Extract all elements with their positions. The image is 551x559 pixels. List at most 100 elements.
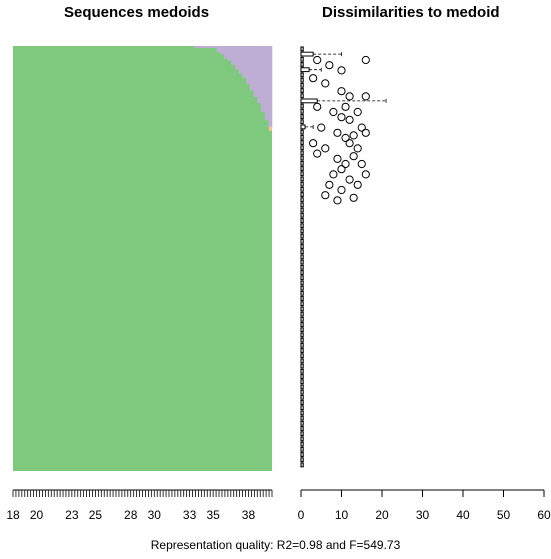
left-x-tick-label: 23 — [65, 508, 79, 522]
state-band-purple — [249, 46, 254, 91]
state-band-purple — [260, 46, 265, 112]
outlier-point — [325, 180, 334, 189]
dissimilarity-box — [300, 56, 304, 62]
outlier-point — [309, 139, 318, 148]
left-x-tick-label: 35 — [206, 508, 220, 522]
dissimilarity-box — [300, 108, 304, 114]
dissimilarity-box — [300, 358, 304, 364]
outlier-point — [349, 131, 358, 140]
dissimilarity-box — [300, 238, 304, 244]
outlier-point — [313, 102, 322, 111]
dissimilarity-box — [300, 114, 304, 119]
dissimilarity-box — [300, 207, 304, 213]
state-band-purple — [257, 46, 262, 104]
state-band-purple — [246, 46, 251, 85]
outlier-point — [337, 185, 346, 195]
outlier-point — [341, 102, 350, 111]
outlier-point — [333, 196, 342, 205]
dissimilarity-box — [300, 400, 304, 405]
dissimilarity-box — [300, 337, 304, 343]
right-x-tick-label: 40 — [456, 508, 470, 522]
dissimilarity-box — [300, 420, 304, 426]
outlier-point — [321, 79, 330, 88]
dissimilarity-box — [300, 384, 304, 390]
dissimilarity-box — [300, 446, 304, 452]
dissimilarity-box — [300, 249, 304, 255]
dissimilarity-box — [300, 301, 304, 307]
right-panel-title: Dissimilarities to medoid — [322, 4, 500, 21]
representation-quality-caption: Representation quality: R2=0.98 and F=54… — [150, 538, 401, 552]
state-band-purple — [223, 46, 228, 59]
outlier-point — [349, 193, 358, 202]
dissimilarity-box-wide — [300, 67, 310, 73]
dissimilarity-box — [300, 223, 304, 229]
state-band-purple — [212, 46, 217, 48]
dissimilarity-box — [300, 150, 304, 156]
outlier-point — [361, 92, 370, 101]
outlier-point — [353, 180, 362, 189]
outlier-point — [321, 144, 330, 153]
dissimilarity-box — [300, 348, 304, 353]
left-x-tick-label: 25 — [89, 508, 103, 522]
outlier-point — [345, 139, 354, 148]
dissimilarity-box — [300, 394, 304, 400]
state-band-purple — [216, 46, 221, 53]
dissimilarity-box — [300, 197, 304, 203]
outlier-point — [337, 87, 346, 96]
outlier-point — [337, 66, 346, 75]
state-band-purple — [198, 46, 202, 48]
state-band-purple — [238, 46, 243, 74]
right-x-tick-label: 60 — [537, 508, 551, 522]
outlier-point — [353, 107, 362, 117]
dissimilarity-box — [300, 186, 304, 192]
dissimilarity-box — [300, 171, 304, 177]
dissimilarity-box — [300, 93, 304, 99]
outlier-point — [333, 154, 342, 163]
dissimilarity-box — [300, 405, 304, 411]
outlier-point — [341, 159, 350, 169]
dissimilarity-box — [300, 322, 304, 327]
dissimilarity-box — [300, 233, 304, 239]
dissimilarity-box — [300, 368, 304, 374]
outlier-point — [325, 61, 334, 70]
state-band-purple — [227, 46, 232, 61]
state-band-purple — [220, 46, 225, 55]
left-x-tick-label: 18 — [6, 508, 20, 522]
outlier-point — [341, 133, 350, 143]
dissimilarity-box — [300, 218, 304, 223]
dissimilarity-box — [300, 374, 304, 379]
right-x-tick-label: 30 — [416, 508, 430, 522]
dissimilarity-box — [300, 342, 304, 348]
state-band-purple — [194, 46, 199, 48]
dissimilarity-box-wide — [300, 98, 318, 104]
dissimilarity-box — [300, 77, 304, 83]
dissimilarity-box — [300, 192, 304, 197]
outlier-point — [337, 113, 346, 122]
left-panel-title: Sequences medoids — [64, 4, 210, 21]
outlier-point — [353, 144, 362, 153]
dissimilarity-box — [300, 290, 304, 296]
dissimilarity-box — [300, 311, 304, 317]
dissimilarity-box — [300, 88, 304, 93]
state-band-purple — [268, 46, 273, 129]
right-x-tick-label: 50 — [497, 508, 511, 522]
dissimilarity-box — [300, 353, 304, 359]
state-band-orange — [269, 126, 272, 131]
outlier-point — [313, 149, 322, 158]
outlier-point — [329, 170, 338, 179]
state-band-purple — [235, 46, 239, 70]
dissimilarity-box — [300, 244, 304, 249]
dissimilarity-box-wide — [300, 124, 306, 130]
right-x-tick-label: 10 — [335, 508, 349, 522]
left-x-tick-label: 28 — [124, 508, 138, 522]
dissimilarity-box — [300, 254, 304, 260]
right-x-tick-label: 20 — [375, 508, 389, 522]
outlier-point — [361, 170, 370, 179]
dissimilarity-box — [300, 82, 304, 88]
outlier-point — [313, 55, 322, 65]
outlier-point — [345, 115, 354, 124]
dissimilarity-box — [300, 228, 304, 234]
dissimilarity-box — [300, 415, 304, 421]
dissimilarity-box — [300, 306, 304, 312]
state-band-purple — [242, 46, 247, 78]
